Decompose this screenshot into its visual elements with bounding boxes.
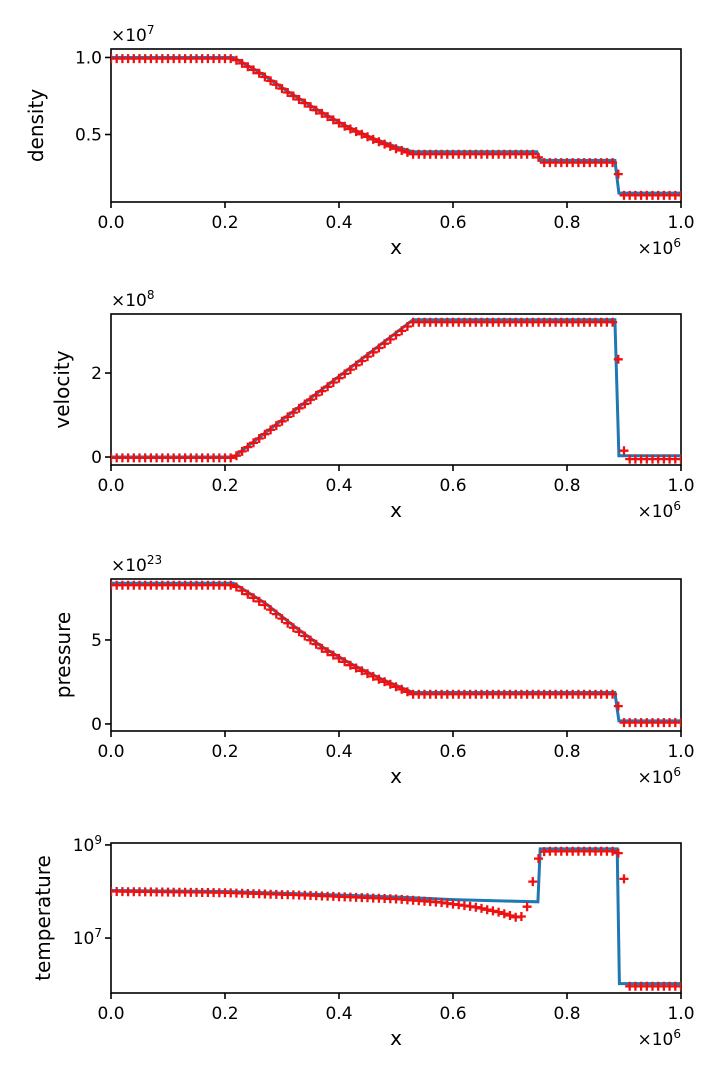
axes-box-velocity — [110, 313, 682, 466]
x-tick-label: 0.6 — [439, 1004, 466, 1024]
subplot-density: 0.0 0.2 0.4 0.6 0.8 1.0 x ×106 0.5 1.0 ×107 density — [24, 23, 695, 259]
y-axis-label: density — [24, 89, 48, 162]
x-tick-label: 0.0 — [97, 476, 124, 496]
axes-box-pressure — [110, 578, 682, 732]
y-axis-offset-text: ×1023 — [111, 553, 162, 576]
y-axis-label: temperature — [31, 855, 55, 981]
x-tick-label: 0.8 — [553, 213, 580, 233]
x-tick-label: 0.8 — [553, 1004, 580, 1024]
subplot-velocity: 0.0 0.2 0.4 0.6 0.8 1.0 x ×106 0 2 ×108 velocity — [50, 288, 695, 522]
velocity-exact-line — [111, 318, 681, 459]
x-axis-offset-text: ×106 — [637, 765, 681, 788]
y-tick-label: 0 — [91, 715, 102, 735]
x-tick-label: 1.0 — [667, 213, 694, 233]
velocity-numerical-markers — [111, 317, 681, 464]
x-tick-label: 0.2 — [211, 476, 238, 496]
subplot-pressure: 0.0 0.2 0.4 0.6 0.8 1.0 x ×106 0 5 ×1023 pressure — [51, 553, 695, 788]
x-tick-label: 0.4 — [325, 742, 352, 762]
y-tick-label: 1.0 — [75, 48, 102, 68]
y-tick-label: 2 — [91, 364, 102, 384]
x-tick-label: 0.0 — [97, 1004, 124, 1024]
x-tick-label: 0.2 — [211, 213, 238, 233]
pressure-exact-line — [111, 581, 681, 723]
y-axis-label: velocity — [50, 350, 74, 428]
pressure-numerical-markers — [111, 580, 681, 728]
density-numerical-markers — [111, 54, 681, 200]
x-tick-label: 0.6 — [439, 476, 466, 496]
x-tick-label: 0.0 — [97, 742, 124, 762]
axes-box-density — [110, 48, 682, 203]
x-tick-label: 0.8 — [553, 742, 580, 762]
y-tick-label: 109 — [73, 833, 102, 856]
x-tick-label: 1.0 — [667, 742, 694, 762]
x-tick-label: 0.4 — [325, 476, 352, 496]
x-axis-label: x — [390, 764, 402, 788]
x-axis-label: x — [390, 1026, 402, 1050]
x-tick-label: 0.6 — [439, 213, 466, 233]
x-axis-offset-text: ×106 — [637, 1027, 681, 1050]
temperature-numerical-markers — [111, 846, 681, 991]
y-tick-label: 0 — [91, 448, 102, 468]
x-tick-label: 0.4 — [325, 1004, 352, 1024]
y-tick-label: 5 — [91, 631, 102, 651]
x-axis-offset-text: ×106 — [637, 236, 681, 259]
x-tick-label: 0.2 — [211, 1004, 238, 1024]
subplot-temperature: 0.0 0.2 0.4 0.6 0.8 1.0 x ×106 107 109 temperature — [31, 833, 695, 1050]
x-tick-label: 0.2 — [211, 742, 238, 762]
x-tick-label: 0.4 — [325, 213, 352, 233]
y-tick-label: 0.5 — [75, 126, 102, 146]
density-exact-line — [111, 56, 681, 195]
axes-box-temperature — [110, 842, 682, 994]
y-axis-label: pressure — [51, 612, 75, 698]
x-axis-label: x — [390, 235, 402, 259]
x-tick-label: 1.0 — [667, 476, 694, 496]
temperature-exact-line — [111, 847, 681, 986]
x-tick-label: 0.0 — [97, 213, 124, 233]
x-axis-label: x — [390, 498, 402, 522]
x-axis-offset-text: ×106 — [637, 499, 681, 522]
x-tick-label: 1.0 — [667, 1004, 694, 1024]
x-tick-label: 0.8 — [553, 476, 580, 496]
y-axis-offset-text: ×108 — [111, 288, 155, 311]
y-tick-label: 107 — [73, 926, 102, 949]
y-axis-offset-text: ×107 — [111, 23, 155, 46]
x-tick-label: 0.6 — [439, 742, 466, 762]
